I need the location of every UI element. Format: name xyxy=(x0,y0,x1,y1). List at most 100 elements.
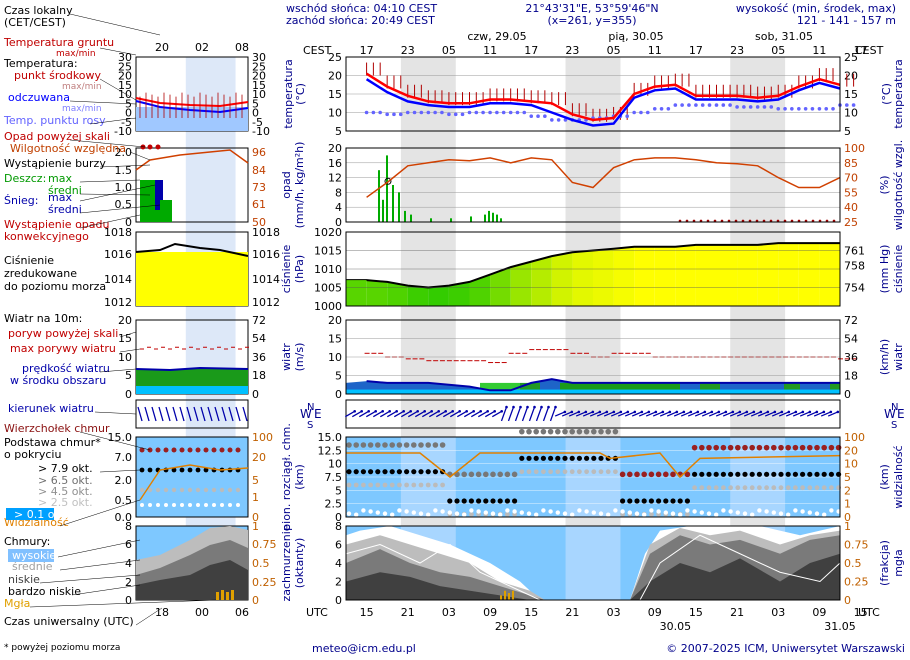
fog-bar xyxy=(512,590,514,600)
cloud-tick-l: 5 xyxy=(335,484,342,497)
wind-dir-head xyxy=(570,410,574,414)
wind-dir-head xyxy=(696,410,700,414)
small-top-dot xyxy=(211,447,217,453)
legend-okt01: > 0.1 okt. xyxy=(14,508,69,521)
press-tick-l: 1010 xyxy=(314,263,342,276)
legend-text: Czas uniwersalny (UTC) xyxy=(4,615,134,628)
hour-cest: 11 xyxy=(812,44,826,57)
small-low-dot xyxy=(148,503,152,507)
dew-point-dot xyxy=(728,103,732,107)
vis-tick-r: 2 xyxy=(844,484,851,497)
legend-text: > 6.5 okt. xyxy=(38,474,93,487)
small-cover-tick-l: 8 xyxy=(125,520,132,533)
wind-dir-arrow xyxy=(442,410,454,418)
cloud-base-dot-low xyxy=(721,508,726,513)
dew-point-dot xyxy=(755,105,760,109)
hour-utc: 09 xyxy=(648,606,662,619)
small-press-tick-r: 1016 xyxy=(252,248,280,261)
dew-point-dot xyxy=(673,103,678,107)
wind-dir-head xyxy=(724,410,728,414)
small-hum-tick-r: 50 xyxy=(252,216,266,229)
legend-text: max porywy wiatru xyxy=(10,342,116,355)
cloud-base-dot-low xyxy=(462,512,467,517)
small-wind-arrow xyxy=(151,406,157,422)
cloud-base-dot-low xyxy=(714,512,719,517)
legend-text: Opad powyżej skali xyxy=(4,130,110,143)
wind-dir-head xyxy=(423,409,426,413)
cloud-base-dot xyxy=(807,471,813,477)
cloud-tick-l: 15.0 xyxy=(318,431,343,444)
cover-very-low xyxy=(346,553,840,600)
cloud-top-dot xyxy=(583,428,590,435)
legend-text: Wystąpienie burzy xyxy=(4,157,106,170)
wind-tick-r: 36 xyxy=(844,351,858,364)
wind-tick-l: 15 xyxy=(328,333,342,346)
wind-dir-head xyxy=(836,410,840,414)
cloud-top-dot xyxy=(720,444,727,451)
dew-point-dot xyxy=(721,103,726,107)
cloud-base-dot-mid xyxy=(533,469,539,475)
cloud-base-dot-mid xyxy=(519,469,525,475)
cloud-top-dot xyxy=(598,428,604,435)
wind-dir-arrow xyxy=(792,411,804,417)
dew-point-dot xyxy=(831,107,835,111)
cloud-base-dot xyxy=(778,471,784,477)
hum-tick-r: 55 xyxy=(844,186,858,199)
footnote: * powyżej poziomu morza xyxy=(4,643,120,653)
cover-tick-l: 8 xyxy=(335,520,342,533)
cloud-base-dot-mid xyxy=(375,482,381,488)
precip-bar xyxy=(392,185,394,222)
wind-dir-arrow xyxy=(449,410,461,418)
pressure-area xyxy=(551,252,573,306)
small-wind-tick-r: 18 xyxy=(252,369,266,382)
legend-text: do poziomu morza xyxy=(4,280,106,293)
small-temp-tick-r: 30 xyxy=(252,51,266,64)
pressure-area-start xyxy=(346,280,367,306)
small-temp-tick-l: 10 xyxy=(118,88,132,101)
legend-leader xyxy=(71,584,141,596)
dew-point-dot xyxy=(426,110,431,115)
wind-dir-arrow xyxy=(652,411,664,417)
cloud-base-dot-low xyxy=(606,512,611,517)
wind-dir-arrow xyxy=(561,411,573,417)
cloud-top-dot xyxy=(835,444,842,451)
cloud-top-dot xyxy=(468,471,475,478)
wind-dir-head xyxy=(437,409,440,413)
cloud-base-dot xyxy=(749,471,755,477)
small-top-dot xyxy=(179,447,185,453)
wind-dir-head xyxy=(675,410,679,414)
wind-dir-arrow xyxy=(820,411,832,417)
cloud-base-dot-low xyxy=(397,508,402,513)
cloud-base-dot-mid xyxy=(735,485,741,491)
cloud-top-dot xyxy=(699,444,705,451)
pressure-area xyxy=(593,248,614,306)
cover-axis-unit-l: (oktanty) xyxy=(293,538,306,589)
wind-dir-head xyxy=(822,410,826,414)
sunrise-text: wschód słońca: 04:10 CEST xyxy=(286,2,437,15)
cloud-top-dot xyxy=(526,428,532,435)
dew-point-dot xyxy=(762,105,767,109)
small-low-dot xyxy=(172,503,176,507)
pressure-area xyxy=(695,244,717,306)
small-mid-dot xyxy=(195,487,201,493)
small-prec-tick-l: 1.5 xyxy=(115,164,133,177)
small-wind-arrow xyxy=(179,406,185,422)
wind-dir-arrow xyxy=(715,411,727,417)
fog-bar xyxy=(500,595,502,600)
wind-dir-head xyxy=(591,410,595,414)
wind-dir-head xyxy=(388,409,391,413)
small-press-tick-l: 1018 xyxy=(104,226,132,239)
legend-text: Śnieg: xyxy=(4,194,38,207)
small-mid-dot xyxy=(139,487,145,493)
wind-dir-head xyxy=(766,410,770,414)
cloud-top-dot xyxy=(742,444,748,451)
wind-dir-head xyxy=(710,410,714,414)
cloud-tick-l: 7.5 xyxy=(325,471,343,484)
small-top-dot xyxy=(163,447,169,453)
pressure-area xyxy=(366,280,388,306)
cloud-top-dot xyxy=(411,442,417,448)
wind-dir-head xyxy=(829,410,833,414)
cloud-base-dot xyxy=(425,469,431,475)
cloud-top-dot xyxy=(375,442,381,448)
cloud-base-dot-low xyxy=(368,509,373,514)
